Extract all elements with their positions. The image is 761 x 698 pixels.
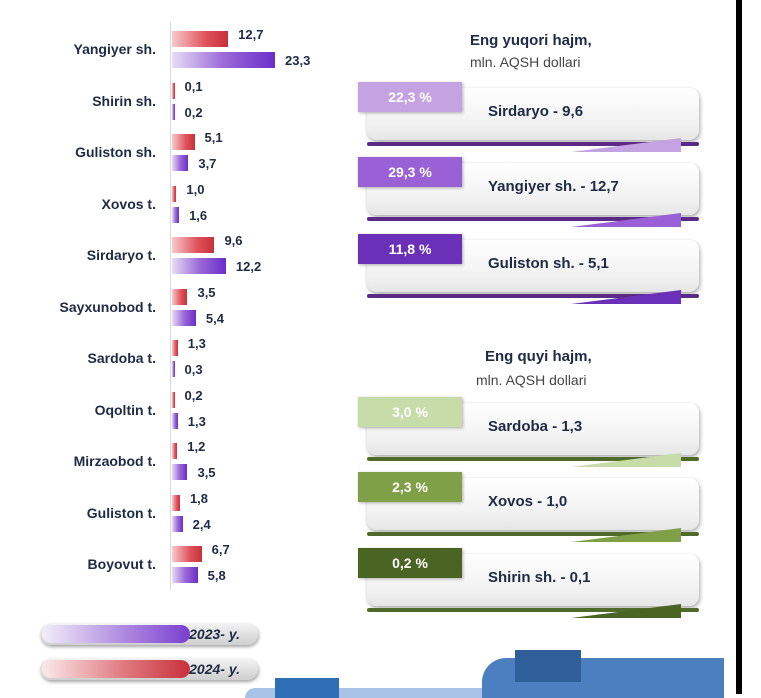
data-label-2024: 1,6 bbox=[189, 207, 208, 223]
category-label: Sayxunobod t. bbox=[59, 298, 156, 315]
bar-2023 bbox=[172, 237, 215, 253]
data-label-2023: 0,1 bbox=[184, 78, 203, 94]
category-label: Shirin sh. bbox=[92, 92, 156, 109]
data-label-2024: 0,2 bbox=[184, 104, 203, 120]
legend-2024: 2024- y. bbox=[40, 658, 258, 680]
info-box-text: Guliston sh. - 5,1 bbox=[488, 255, 609, 272]
bar-2023 bbox=[172, 134, 195, 150]
percent-badge: 29,3 % bbox=[358, 157, 462, 187]
legend-label-2024: 2024- y. bbox=[189, 661, 240, 677]
data-label-2023: 9,6 bbox=[224, 233, 243, 248]
legend-label-2023: 2023- y. bbox=[189, 626, 240, 642]
data-label-2024: 1,3 bbox=[187, 413, 206, 429]
data-label-2024: 2,4 bbox=[192, 516, 211, 532]
bar-2024 bbox=[172, 515, 183, 532]
data-label-2023: 12,7 bbox=[238, 27, 264, 42]
category-label: Oqoltin t. bbox=[94, 401, 156, 418]
percent-badge: 11,8 % bbox=[358, 234, 462, 264]
decor-shape-dark-small bbox=[275, 678, 339, 698]
bottom-panel-title: Eng quyi hajm, bbox=[485, 348, 592, 365]
bar-2024 bbox=[172, 361, 175, 377]
category-label: Boyovut t. bbox=[87, 556, 156, 572]
info-box-underline bbox=[367, 532, 699, 536]
data-label-2024: 23,3 bbox=[285, 53, 311, 68]
decor-shape-navy bbox=[515, 650, 581, 682]
bar-2023 bbox=[172, 31, 229, 47]
bar-2023 bbox=[172, 288, 188, 305]
data-label-2023: 5,1 bbox=[204, 130, 223, 145]
info-box-text: Sirdaryo - 9,6 bbox=[488, 103, 584, 120]
category-label: Sardoba t. bbox=[87, 350, 156, 366]
info-box-text: Yangiyer sh. - 12,7 bbox=[488, 178, 619, 195]
info-box-ribbon bbox=[571, 199, 681, 227]
bar-2024 bbox=[172, 258, 226, 274]
legend-swatch-2024 bbox=[42, 660, 190, 678]
bottom-panel-subtitle: mln. AQSH dollari bbox=[476, 372, 587, 388]
bar-2023 bbox=[172, 82, 175, 99]
chart-axis-line bbox=[170, 22, 171, 590]
category-label: Guliston t. bbox=[86, 504, 156, 521]
data-label-2024: 0,3 bbox=[184, 362, 203, 377]
data-label-2024: 5,4 bbox=[205, 310, 224, 326]
info-box-text: Xovos - 1,0 bbox=[488, 493, 568, 510]
legend-swatch-2023 bbox=[42, 625, 190, 643]
bar-2024 bbox=[172, 567, 198, 583]
category-label: Yangiyer sh. bbox=[73, 41, 156, 57]
info-box-underline bbox=[367, 217, 699, 221]
bar-2024 bbox=[172, 52, 275, 68]
info-box-underline bbox=[367, 608, 699, 612]
info-box bbox=[367, 163, 699, 227]
info-box-text: Shirin sh. - 0,1 bbox=[488, 569, 591, 586]
info-box-ribbon bbox=[571, 514, 681, 542]
category-label: Guliston sh. bbox=[75, 144, 156, 160]
percent-badge: 3,0 % bbox=[358, 397, 462, 427]
data-label-2023: 1,3 bbox=[187, 336, 206, 351]
bar-2024 bbox=[172, 464, 188, 480]
percent-badge: 22,3 % bbox=[358, 82, 462, 112]
decor-shape-light bbox=[245, 688, 485, 698]
info-box-ribbon bbox=[571, 124, 681, 152]
data-label-2023: 0,2 bbox=[184, 387, 203, 403]
bar-2024 bbox=[172, 412, 178, 429]
data-label-2024: 5,8 bbox=[207, 568, 226, 583]
bar-2023 bbox=[172, 494, 180, 511]
data-label-2023: 3,5 bbox=[197, 284, 216, 300]
info-box-ribbon bbox=[571, 276, 681, 304]
info-box-ribbon bbox=[571, 590, 681, 618]
data-label-2023: 1,0 bbox=[186, 181, 205, 197]
percent-badge: 2,3 % bbox=[358, 472, 462, 502]
data-label-2024: 3,7 bbox=[198, 156, 217, 171]
data-label-2023: 1,8 bbox=[189, 490, 209, 506]
info-box-text: Sardoba - 1,3 bbox=[488, 418, 583, 435]
bar-2023 bbox=[172, 546, 202, 562]
percent-badge: 0,2 % bbox=[358, 548, 462, 578]
data-label-2023: 6,7 bbox=[211, 542, 230, 557]
info-box bbox=[367, 403, 699, 467]
page-right-border bbox=[736, 0, 742, 694]
bar-2024 bbox=[172, 206, 180, 223]
top-panel-subtitle: mln. AQSH dollari bbox=[470, 54, 581, 70]
data-label-2024: 12,2 bbox=[235, 259, 262, 274]
info-box-underline bbox=[367, 457, 699, 461]
info-box-ribbon bbox=[571, 439, 681, 467]
info-box bbox=[367, 240, 699, 304]
category-label: Xovos t. bbox=[101, 195, 156, 212]
bar-2023 bbox=[172, 185, 177, 202]
top-panel-title: Eng yuqori hajm, bbox=[470, 32, 592, 49]
bar-2023 bbox=[172, 340, 178, 356]
legend-2023: 2023- y. bbox=[40, 623, 258, 645]
bar-2024 bbox=[172, 155, 189, 171]
data-label-2024: 3,5 bbox=[197, 465, 216, 480]
bar-2024 bbox=[172, 103, 175, 120]
category-label: Mirzaobod t. bbox=[73, 453, 156, 469]
info-box-underline bbox=[367, 294, 699, 298]
bar-2023 bbox=[172, 443, 178, 459]
category-label: Sirdaryo t. bbox=[86, 247, 156, 263]
data-label-2023: 1,2 bbox=[187, 439, 206, 454]
bar-2024 bbox=[172, 309, 196, 326]
bar-2023 bbox=[172, 391, 175, 408]
info-box-underline bbox=[367, 142, 699, 146]
